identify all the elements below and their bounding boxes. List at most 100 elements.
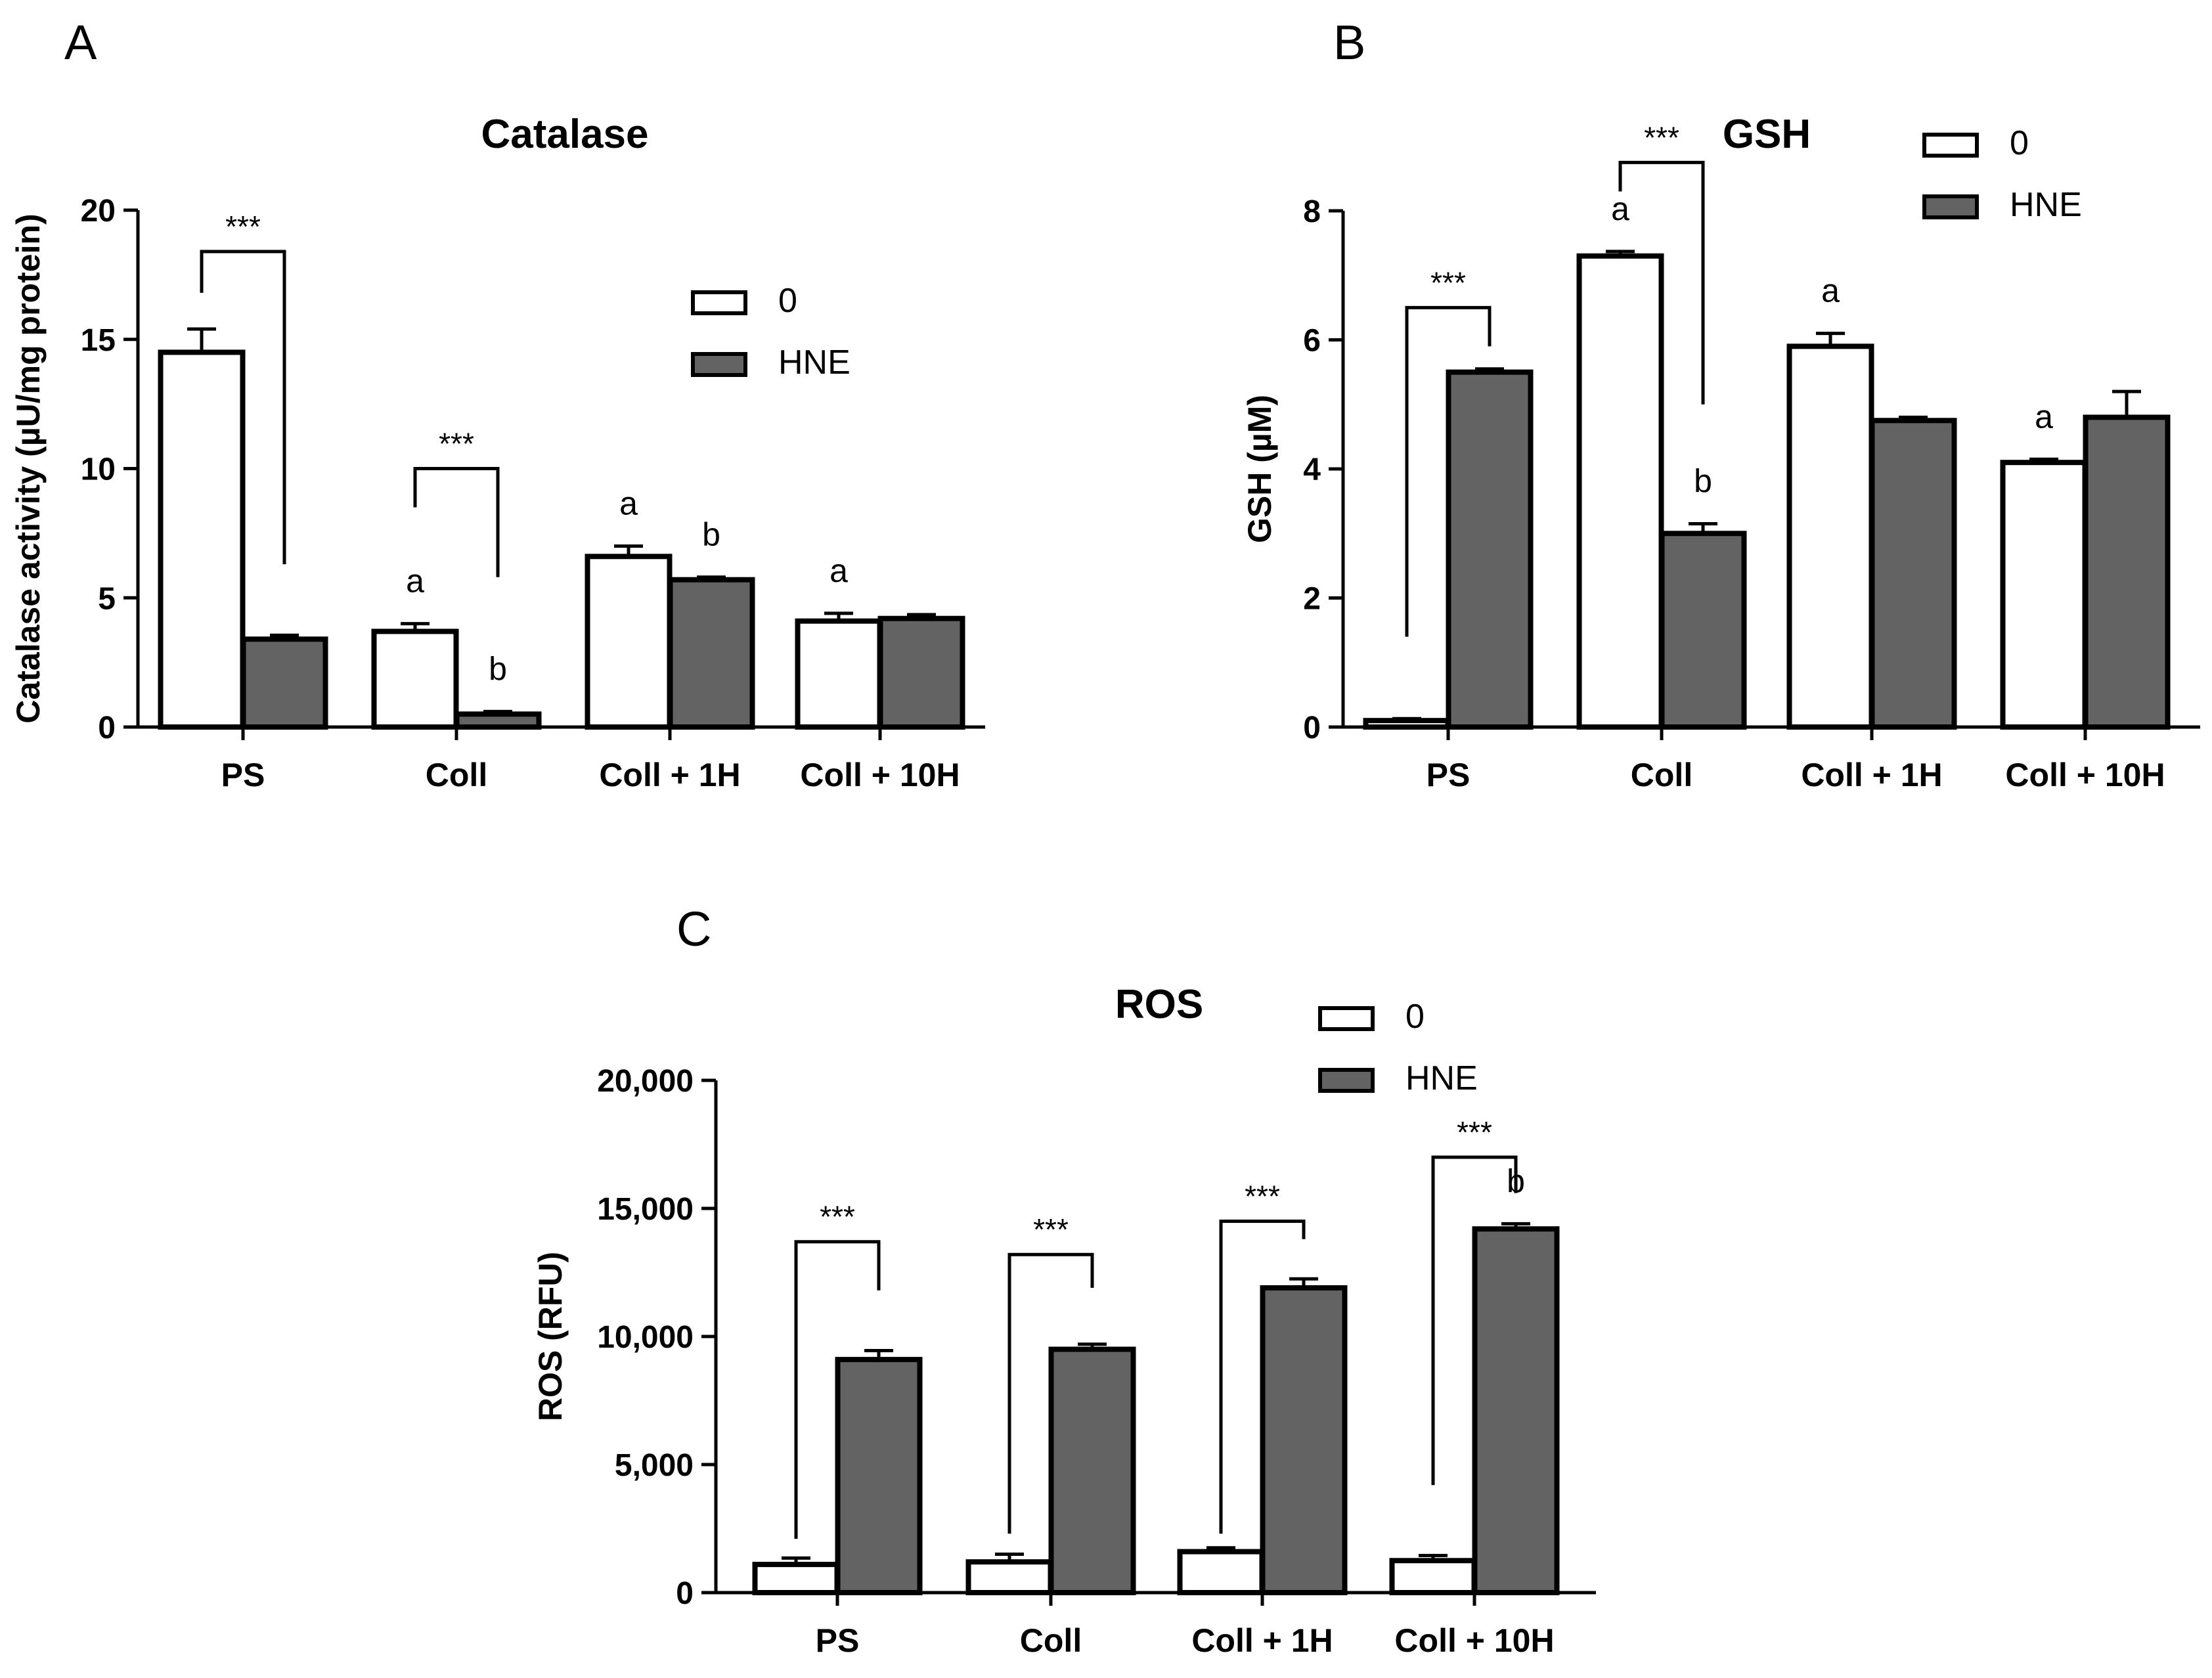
y-tick-label: 10 [81, 453, 116, 487]
x-tick-label: Coll [1020, 1622, 1082, 1659]
panel-a: A Catalase Catalase activity (µU/mg protei… [10, 15, 985, 793]
y-axis-label: ROS (RFU) [532, 1252, 569, 1421]
bar-control [1177, 1549, 1265, 1596]
bar-hne [2083, 414, 2171, 730]
group-annotation: b [1694, 463, 1712, 500]
y-tick-label: 5,000 [615, 1448, 694, 1483]
significance-label: *** [225, 210, 261, 244]
legend-swatch-control [1922, 133, 1979, 158]
legend-label: 0 [2010, 124, 2029, 162]
panel-letter: C [676, 902, 711, 956]
bar-hne [1048, 1346, 1136, 1595]
legend-label: 0 [1405, 998, 1425, 1036]
y-tick-label: 8 [1303, 194, 1321, 229]
significance-label: *** [1033, 1212, 1069, 1247]
bar-control [158, 349, 246, 730]
legend-swatch-control [1318, 1006, 1375, 1031]
legend-swatch-hne [1318, 1068, 1375, 1093]
bar-hne [1472, 1226, 1560, 1595]
legend-swatch-control [691, 290, 747, 315]
y-tick-label: 15 [81, 323, 116, 358]
bar-control [1389, 1558, 1477, 1595]
group-annotation: b [702, 516, 720, 553]
significance-bracket [1405, 305, 1492, 637]
legend-label: HNE [2010, 186, 2082, 224]
significance-label: *** [439, 427, 474, 461]
panel-letter: A [64, 15, 97, 70]
chart-title: ROS [1115, 982, 1203, 1027]
bar-control [371, 629, 459, 730]
group-annotation: a [1821, 273, 1840, 309]
y-tick-label: 15,000 [597, 1192, 694, 1227]
bar-control [1363, 718, 1451, 730]
significance-label: *** [820, 1200, 855, 1234]
significance-bracket [1007, 1252, 1094, 1534]
x-tick-label: Coll [426, 757, 487, 793]
bar-hne [1260, 1285, 1348, 1596]
bar-control [795, 618, 883, 730]
legend-swatch-hne [1922, 194, 1979, 219]
significance-bracket [794, 1240, 881, 1539]
bar-control [965, 1559, 1053, 1595]
significance-bracket [1431, 1155, 1518, 1486]
chart-title: GSH [1723, 112, 1811, 157]
group-annotation: a [1611, 190, 1629, 227]
bar-control [1786, 343, 1874, 730]
significance-label: *** [1644, 120, 1679, 154]
y-tick-label: 0 [676, 1576, 694, 1611]
group-annotation: a [406, 563, 424, 600]
group-annotation: a [619, 485, 638, 522]
y-tick-label: 20,000 [597, 1064, 694, 1099]
x-tick-label: Coll + 10H [2005, 757, 2165, 793]
legend-label: HNE [778, 343, 851, 382]
x-tick-label: PS [1427, 757, 1471, 793]
panel-b: B GSH GSH (µM) 0 2 4 6 8 PS Coll Coll + 1H Coll + 1… [1241, 15, 2200, 793]
significance-label: *** [1430, 265, 1466, 299]
y-tick-label: 0 [98, 711, 116, 745]
bar-hne [877, 615, 965, 730]
bar-hne [1659, 531, 1747, 730]
y-axis-label: Catalase activity (µU/mg protein) [10, 213, 47, 723]
x-tick-label: Coll + 1H [1191, 1622, 1333, 1659]
y-tick-label: 0 [1303, 711, 1321, 745]
x-tick-label: Coll + 10H [800, 757, 960, 793]
panel-letter: B [1333, 15, 1365, 70]
significance-bracket [200, 250, 286, 565]
significance-label: *** [1245, 1180, 1280, 1214]
bar-hne [667, 577, 755, 730]
y-tick-label: 10,000 [597, 1320, 694, 1355]
bar-control [1576, 253, 1664, 730]
group-annotation: a [2035, 398, 2053, 435]
bar-hne [240, 636, 328, 730]
significance-bracket [1618, 160, 1705, 405]
x-tick-label: Coll + 1H [599, 757, 740, 793]
y-tick-label: 2 [1303, 582, 1321, 617]
bar-hne [1446, 369, 1534, 730]
legend-label: 0 [778, 282, 797, 320]
x-tick-label: Coll [1631, 757, 1692, 793]
y-axis-label: GSH (µM) [1241, 395, 1278, 543]
bar-hne [454, 711, 542, 730]
y-tick-label: 5 [98, 581, 116, 616]
x-tick-label: Coll + 10H [1394, 1622, 1554, 1659]
y-tick-label: 6 [1303, 324, 1321, 359]
significance-bracket [413, 467, 500, 577]
bar-control [752, 1562, 840, 1596]
legend-label: HNE [1405, 1059, 1478, 1097]
bar-control [2000, 460, 2088, 730]
chart-title: Catalase [481, 112, 648, 157]
group-annotation: a [830, 552, 848, 589]
panel-c: C ROS ROS (RFU) 0 5,000 10,000 15,000 20,000 PS C… [532, 902, 1596, 1659]
y-tick-label: 4 [1303, 453, 1321, 487]
x-tick-label: PS [816, 1622, 860, 1659]
x-tick-label: Coll + 1H [1801, 757, 1942, 793]
bar-hne [835, 1357, 923, 1596]
group-annotation: b [489, 650, 507, 687]
significance-bracket [1219, 1220, 1306, 1534]
bar-control [585, 554, 673, 730]
y-tick-label: 20 [81, 194, 116, 229]
legend-swatch-hne [691, 352, 747, 377]
significance-label: *** [1457, 1115, 1492, 1149]
x-tick-label: PS [221, 757, 265, 793]
